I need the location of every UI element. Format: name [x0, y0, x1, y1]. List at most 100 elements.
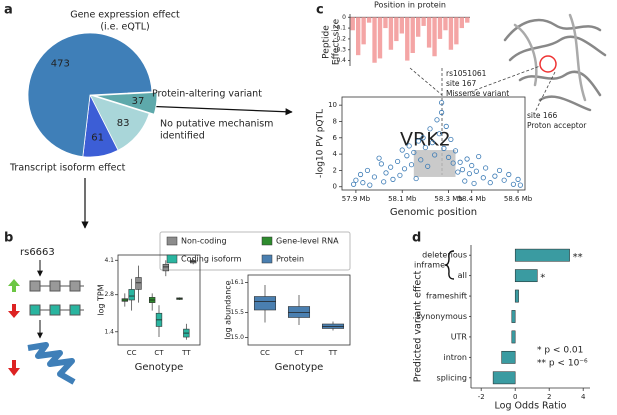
x-tick-label: 58.4 Mb: [458, 195, 487, 203]
slice-value: 83: [117, 118, 130, 129]
point: [378, 161, 384, 167]
bar: [514, 248, 570, 262]
point: [415, 138, 422, 144]
bar: [356, 17, 361, 56]
point: [496, 167, 503, 174]
annotation: site 166: [527, 111, 557, 120]
snp-label: rs6663: [20, 247, 55, 258]
category-label: intron: [443, 353, 467, 362]
x-axis-label: Genomic position: [390, 207, 477, 218]
plot-frame: [117, 254, 201, 346]
bar: [421, 17, 426, 26]
y-axis-label: Peptide: [322, 25, 332, 59]
y-tick-label: 10: [328, 101, 337, 109]
point: [399, 147, 405, 153]
x-tick-label: 57.9 Mb: [342, 195, 371, 203]
connector: [409, 65, 556, 175]
box: [135, 277, 142, 290]
y-tick-label: 4.1: [104, 257, 114, 264]
point: [462, 178, 468, 184]
point: [459, 167, 466, 173]
legend-frame: [159, 231, 351, 271]
point: [388, 164, 394, 170]
point: [429, 140, 435, 146]
bar: [432, 17, 437, 57]
y-tick-label: 0: [333, 183, 337, 191]
x-tick-label: -2: [478, 393, 485, 401]
point: [397, 172, 403, 178]
y-tick-label: -0.1: [334, 25, 346, 32]
point: [427, 126, 433, 132]
category-label: UTR: [451, 332, 468, 341]
bar: [350, 17, 355, 31]
bar: [410, 17, 415, 53]
panel-label: a: [4, 3, 13, 18]
y-axis-label: -log10 PV pQTL: [316, 109, 326, 178]
annotation: Missense variant: [446, 89, 509, 98]
point: [492, 173, 498, 179]
x-axis-label: Genotype: [135, 362, 184, 373]
bar: [383, 17, 388, 29]
y-tick-label: 2: [333, 166, 337, 174]
bar: [377, 17, 383, 59]
point: [411, 149, 417, 156]
x-tick-label: 0: [513, 393, 517, 401]
point: [422, 144, 428, 151]
box: [253, 296, 277, 311]
y-tick-label: 2.8: [104, 291, 114, 298]
point: [445, 154, 452, 160]
slice-label: Gene expression effect: [70, 10, 180, 21]
point: [357, 171, 364, 178]
bar: [511, 330, 516, 344]
bar: [511, 310, 516, 323]
point: [404, 153, 410, 159]
point: [439, 109, 445, 116]
point: [510, 181, 517, 187]
panel-label: c: [316, 3, 324, 18]
bar: [448, 17, 454, 50]
slice-value: 37: [132, 96, 145, 107]
point: [360, 180, 366, 186]
point: [483, 165, 489, 171]
panel-label: b: [4, 231, 13, 246]
point: [353, 177, 359, 183]
point: [367, 182, 373, 188]
point: [434, 117, 440, 123]
legend-label: Non-coding: [181, 237, 227, 246]
significance: **: [573, 252, 583, 263]
point: [376, 155, 382, 161]
point: [436, 131, 442, 137]
x-tick-label: CT: [294, 349, 304, 357]
legend-label: Gene-level RNA: [276, 237, 339, 246]
bar: [416, 17, 421, 37]
x-tick-label: TT: [181, 349, 191, 357]
legend-swatch: [261, 236, 273, 246]
point: [457, 159, 463, 165]
legend-label: Protein: [276, 255, 304, 264]
point: [418, 157, 424, 163]
point: [450, 160, 456, 166]
legend-swatch: [166, 236, 178, 246]
slice-label: Transcript isoform effect: [9, 163, 126, 174]
plot-frame: [341, 96, 526, 191]
category-label: all: [458, 271, 467, 280]
note: ** p < 10⁻⁶: [537, 359, 588, 369]
point: [441, 145, 447, 151]
bar: [459, 17, 464, 29]
x-tick-label: TT: [328, 349, 338, 357]
bar: [394, 17, 399, 42]
point: [471, 180, 477, 187]
point: [501, 177, 507, 183]
point: [476, 153, 482, 160]
bar: [361, 17, 366, 45]
y-axis-label: log abundance: [224, 280, 233, 339]
bar: [399, 17, 404, 34]
point: [432, 152, 438, 158]
bar: [443, 17, 448, 31]
legend-swatch: [166, 254, 178, 264]
plot-frame: [247, 274, 351, 346]
category-label: synonymous: [416, 312, 467, 321]
y-tick-label: -0.3: [334, 46, 346, 53]
x-tick-label: CT: [154, 349, 164, 357]
